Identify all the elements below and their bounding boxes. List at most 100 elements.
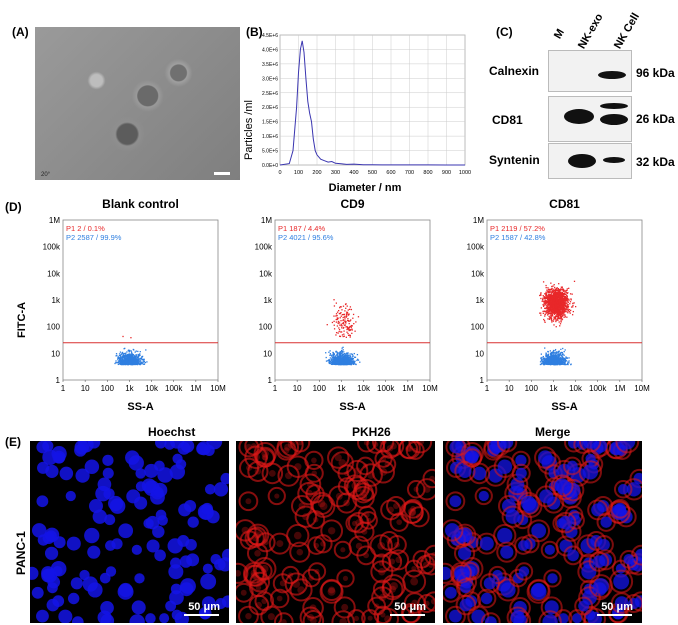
flow-p1-point — [550, 291, 552, 293]
flow-p2-point — [143, 358, 145, 360]
flow-p1-point — [539, 312, 541, 314]
merge-nucleus — [483, 577, 496, 590]
membrane — [254, 591, 275, 611]
nta-xlabel: Diameter / nm — [329, 182, 402, 194]
flow-p2-point — [549, 352, 552, 355]
flow-p2-point — [134, 357, 136, 359]
nucleus — [169, 464, 186, 480]
nta-ytick-label: 4.5E+6 — [262, 33, 278, 39]
flow-p2-point — [550, 362, 552, 364]
flow-p2-point — [336, 351, 338, 353]
flow-p2-point — [335, 358, 337, 361]
nucleus — [66, 536, 81, 551]
micro-pkh26: 50 μm — [236, 441, 435, 623]
flow-p1-point — [548, 306, 550, 309]
flow-p2-point — [543, 363, 545, 366]
membrane — [319, 579, 344, 604]
flow-p1-point — [562, 313, 564, 315]
flow-p1-point — [549, 312, 551, 314]
flow-p1-point — [572, 304, 574, 307]
merge-nucleus — [591, 503, 605, 517]
flow-p1-point — [572, 310, 575, 313]
flow-p1-point — [341, 334, 344, 336]
flow-p2-point — [557, 353, 559, 355]
merge-nucleus — [544, 544, 555, 555]
flow-p1-point — [556, 314, 558, 316]
flow-p2-point — [325, 352, 327, 354]
flow-p2-point — [128, 363, 131, 365]
flow-p1-point — [555, 315, 557, 317]
flow-p1-point — [548, 303, 550, 305]
flow-p1-point — [553, 292, 556, 294]
flow-p1-point — [347, 332, 349, 335]
nucleus — [178, 503, 192, 517]
flow-p1-point — [550, 294, 552, 296]
flow-p1-point — [564, 302, 566, 305]
nta-xtick-label: 400 — [349, 170, 358, 176]
flow-p1-point — [553, 318, 555, 321]
flow-p2-point — [139, 358, 141, 360]
flow-p2-point — [135, 360, 137, 363]
flow-p1-point — [543, 298, 545, 300]
flow-p2-point — [127, 353, 129, 356]
flow-p1-point — [326, 324, 328, 326]
flow-p1-point — [340, 306, 342, 308]
flow-p1-point — [551, 296, 553, 298]
flow-p2-point — [135, 361, 137, 364]
flow-p2-point — [554, 355, 556, 357]
flow-p2-point — [557, 357, 559, 359]
flow-p1-point — [561, 301, 564, 304]
flow-p2-point — [551, 356, 554, 358]
flow-p1-point — [558, 299, 561, 301]
flow-p2-point — [559, 358, 562, 360]
flow-p1-point — [543, 320, 546, 322]
blot-label-calnexin: Calnexin — [489, 64, 540, 78]
flow-xtick-label: 10k — [145, 384, 159, 393]
nucleus — [36, 609, 49, 623]
flow-p2-point — [544, 347, 546, 349]
flow-p2-point — [331, 355, 333, 357]
flow-p2-point — [353, 356, 356, 358]
flow-plot-area — [62, 219, 219, 381]
flow-p1-point — [552, 295, 554, 297]
flow-p2-point — [122, 355, 125, 357]
flow-p2-point — [344, 360, 347, 362]
flow-p2-point — [558, 358, 560, 360]
flow-p1-point — [561, 293, 563, 295]
merge-nucleus — [472, 466, 487, 481]
flow-ytick-label: 100 — [471, 323, 485, 332]
merge-nucleus — [497, 527, 513, 544]
flow-p2-point — [137, 360, 139, 362]
flow-p1-point — [552, 285, 554, 287]
membrane-spot — [353, 615, 360, 622]
flow-p2-point — [562, 360, 564, 362]
membrane — [267, 486, 286, 506]
membrane — [336, 492, 358, 514]
flow-p2-point — [139, 360, 141, 362]
flow-p1-point — [565, 305, 568, 308]
flow-p2-point — [330, 354, 332, 356]
merge-nucleus — [449, 609, 462, 623]
flow-p1-point — [563, 310, 565, 312]
flow-p2-point — [141, 356, 143, 358]
membrane-spot — [341, 603, 349, 611]
flow-p2-point — [129, 355, 131, 358]
nucleus — [52, 565, 63, 576]
flow-p2-point — [132, 357, 134, 359]
flow-p1-point — [339, 335, 341, 337]
flow-p1-point — [337, 332, 339, 334]
flow-p1-point — [542, 281, 545, 283]
membrane — [268, 532, 291, 555]
flow-p2-point — [543, 362, 545, 364]
membrane-spot — [317, 499, 326, 508]
membrane — [331, 610, 355, 623]
flow-p1-point — [342, 313, 344, 316]
flow-p2-point — [550, 351, 552, 354]
flow-p1-point — [552, 308, 554, 311]
flow-p2-point — [350, 353, 353, 355]
flow-p1-point — [550, 318, 553, 320]
flow-p1-point — [556, 289, 558, 292]
flow-p2-point — [332, 356, 334, 358]
flow-p1-point — [545, 310, 547, 312]
flow-p1-point — [546, 295, 548, 297]
